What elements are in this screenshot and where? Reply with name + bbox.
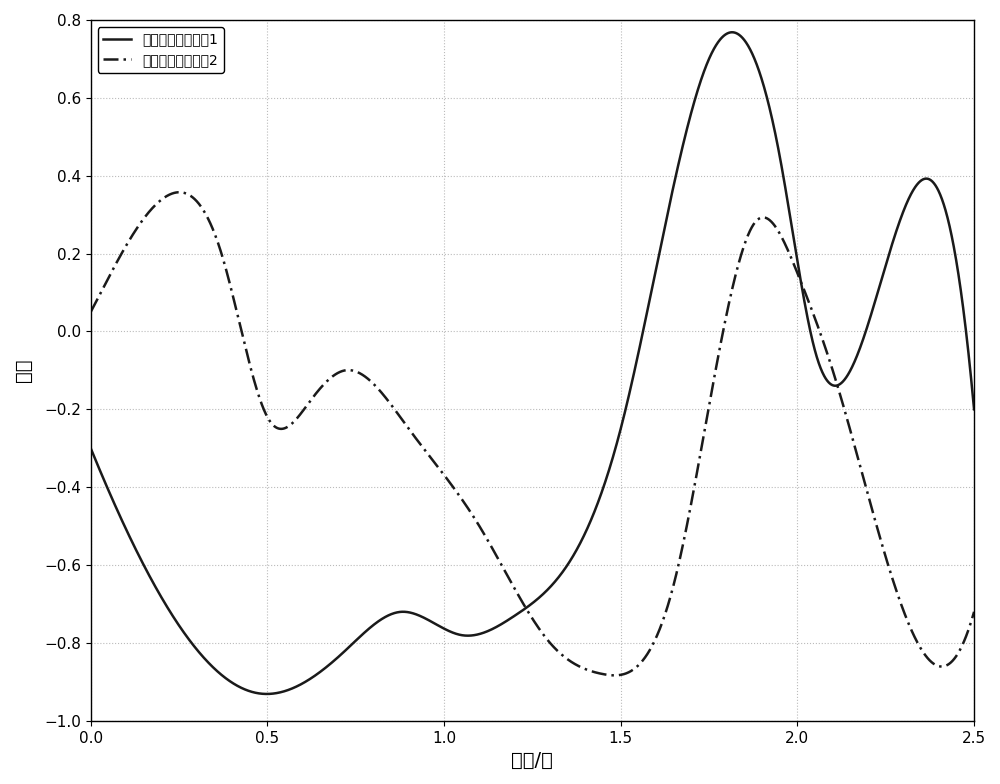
X-axis label: 时间/秒: 时间/秒: [511, 751, 553, 770]
Y-axis label: 幅度: 幅度: [14, 358, 33, 382]
Legend: 波信道特性，路兴1, 波信道特性，路兴2: 波信道特性，路兴1, 波信道特性，路兴2: [98, 27, 224, 73]
